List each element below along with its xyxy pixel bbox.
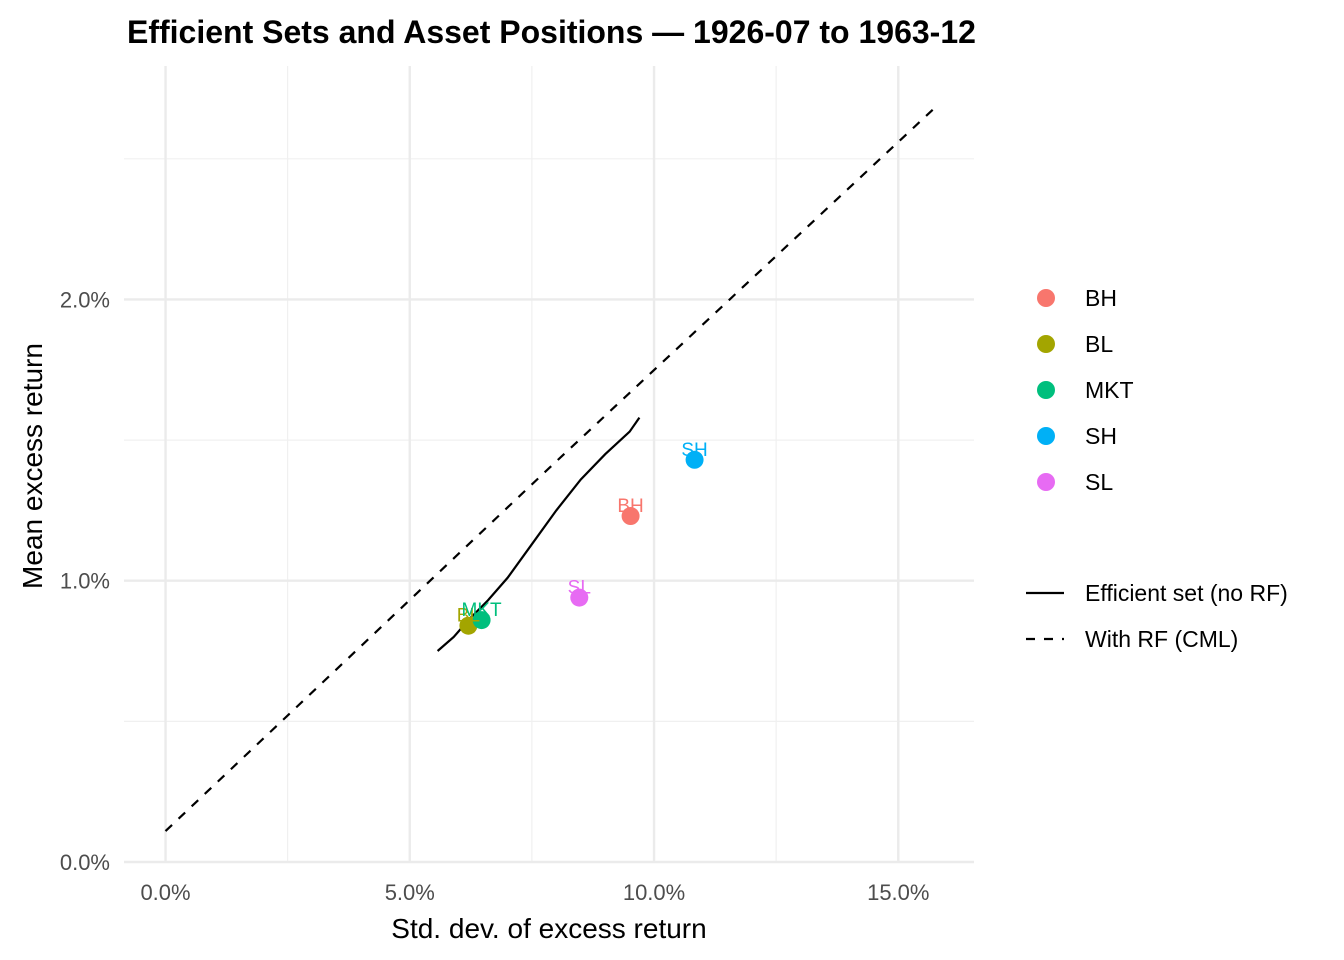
legend-label-sl: SL (1085, 469, 1113, 495)
legend-key-sh (1037, 427, 1055, 445)
x-tick-label: 0.0% (140, 880, 190, 905)
point-label-bh: BH (617, 496, 643, 517)
point-label-sl: SL (568, 578, 591, 599)
cml-line (164, 104, 939, 832)
point-mkt (472, 611, 491, 630)
y-tick-label: 1.0% (60, 569, 110, 594)
minor-grid (124, 66, 974, 862)
x-tick-label: 10.0% (623, 880, 685, 905)
point-label-sh: SH (681, 440, 707, 461)
x-axis-ticks: 0.0% 5.0% 10.0% 15.0% (140, 880, 929, 905)
legend-key-bl (1037, 335, 1055, 353)
y-axis-title: Mean excess return (17, 343, 48, 589)
legend-label-mkt: MKT (1085, 377, 1134, 403)
point-bh (621, 507, 640, 526)
point-label-bl: BL (457, 606, 480, 627)
x-tick-label: 15.0% (867, 880, 929, 905)
legend-label-line-0: Efficient set (no RF) (1085, 580, 1288, 606)
legend: BH BL MKT SH SL Efficient set (no RF) With RF … (1026, 285, 1288, 652)
lines-layer (164, 104, 939, 832)
y-tick-label: 0.0% (60, 850, 110, 875)
y-axis-ticks: 0.0% 1.0% 2.0% (60, 287, 110, 875)
chart-title: Efficient Sets and Asset Positions — 192… (127, 14, 976, 50)
legend-key-sl (1037, 473, 1055, 491)
point-sl (570, 588, 589, 607)
points-layer (459, 450, 704, 635)
major-grid (124, 66, 974, 864)
legend-label-bh: BH (1085, 285, 1117, 311)
legend-key-mkt (1037, 381, 1055, 399)
legend-label-sh: SH (1085, 423, 1117, 449)
point-sh (685, 450, 704, 469)
x-tick-label: 5.0% (385, 880, 435, 905)
legend-key-bh (1037, 289, 1055, 307)
x-axis-title: Std. dev. of excess return (391, 913, 706, 944)
legend-label-bl: BL (1085, 331, 1113, 357)
y-tick-label: 2.0% (60, 287, 110, 312)
point-label-mkt: MKT (462, 600, 503, 621)
legend-label-line-1: With RF (CML) (1085, 626, 1238, 652)
